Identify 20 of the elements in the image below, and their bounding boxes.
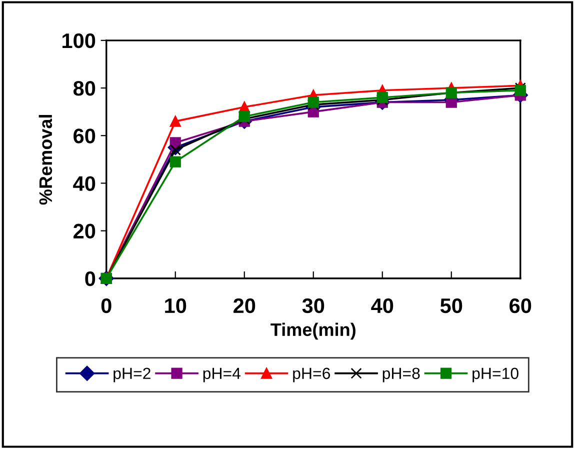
y-tick-label: 0 xyxy=(85,271,96,286)
y-tick-label: 80 xyxy=(73,81,96,96)
x-tick-label: 60 xyxy=(510,298,532,314)
legend-label: pH=4 xyxy=(203,368,240,382)
x-tick-label: 50 xyxy=(440,298,462,314)
y-tick-label: 20 xyxy=(74,224,96,239)
y-tick-label: 100 xyxy=(62,33,96,48)
x-axis-title: Time(min) xyxy=(270,322,356,340)
x-tick-label: 20 xyxy=(234,298,256,314)
legend-label: pH=10 xyxy=(472,368,518,382)
x-tick-label: 10 xyxy=(165,298,186,314)
x-tick-label: 30 xyxy=(302,298,324,314)
y-axis-title: %Removal xyxy=(38,115,52,205)
legend-label: pH=8 xyxy=(382,368,420,382)
legend-label: pH=2 xyxy=(114,368,150,382)
y-tick-label: 60 xyxy=(74,128,96,144)
x-tick-label: 0 xyxy=(101,298,112,314)
x-tick-label: 40 xyxy=(371,298,394,314)
y-tick-label: 40 xyxy=(73,176,96,191)
legend-label: pH=6 xyxy=(293,368,330,382)
